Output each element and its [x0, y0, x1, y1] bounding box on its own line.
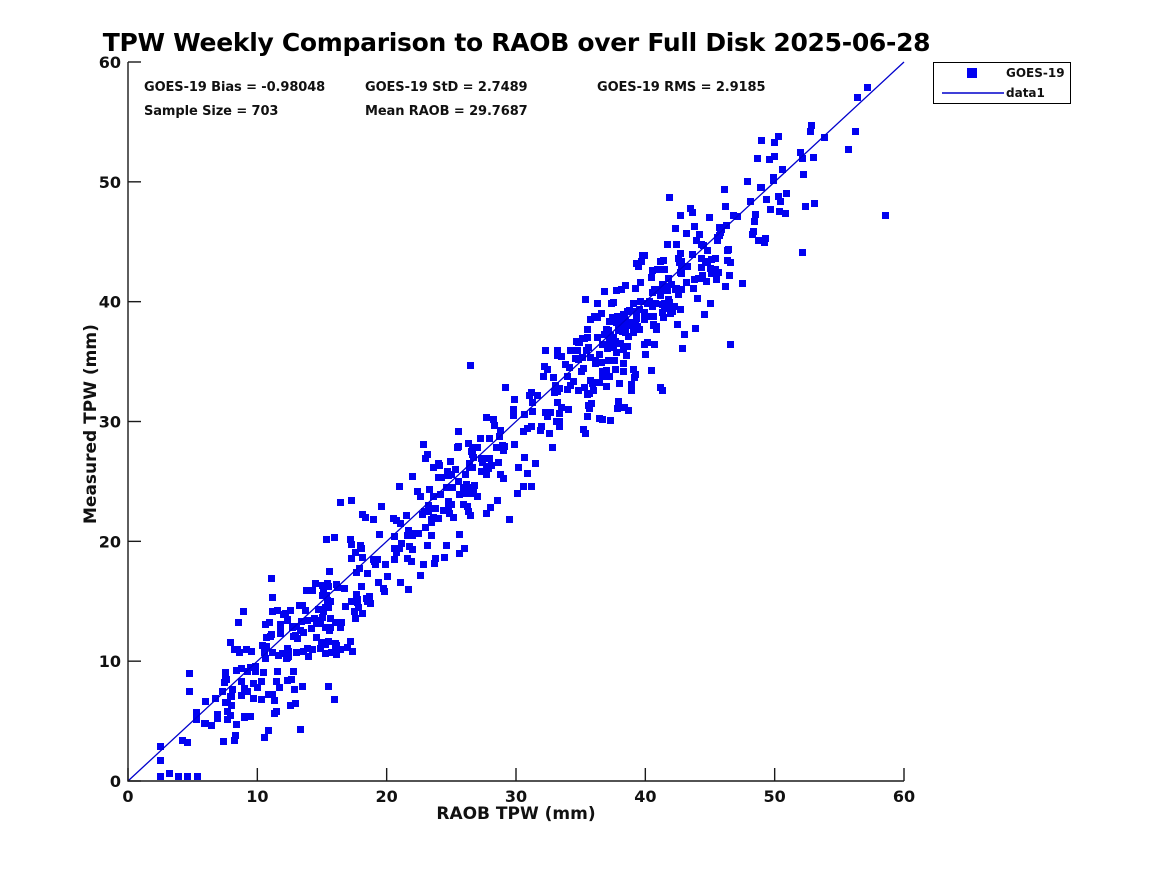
y-tick-label: 10 — [99, 652, 121, 671]
x-tick-label: 20 — [376, 787, 398, 806]
legend-square-marker-icon — [967, 68, 977, 78]
chart-title: TPW Weekly Comparison to RAOB over Full … — [102, 28, 931, 57]
x-tick-label: 50 — [764, 787, 786, 806]
stat-mean-raob: Mean RAOB = 29.7687 — [365, 104, 528, 119]
stat-rms: GOES-19 RMS = 2.9185 — [597, 80, 766, 95]
y-tick-label: 0 — [110, 772, 121, 791]
x-tick-label: 10 — [246, 787, 268, 806]
legend-label-data1: data1 — [1006, 86, 1045, 100]
scatter-series-goes19 — [157, 84, 889, 780]
legend: GOES-19 data1 — [933, 62, 1071, 104]
legend-item-goes19: GOES-19 — [934, 63, 1070, 83]
legend-item-data1: data1 — [934, 83, 1070, 103]
stat-sample-size: Sample Size = 703 — [144, 104, 279, 119]
x-axis-label: RAOB TPW (mm) — [436, 804, 596, 824]
y-tick-label: 60 — [99, 53, 121, 72]
x-tick-label: 30 — [505, 787, 527, 806]
tick-labels: 0 10 20 30 40 50 60 0 10 20 30 40 50 60 — [99, 53, 915, 806]
stat-bias: GOES-19 Bias = -0.98048 — [144, 80, 326, 95]
y-tick-label: 40 — [99, 293, 121, 312]
axes — [127, 61, 905, 782]
legend-label-goes19: GOES-19 — [1006, 66, 1065, 80]
legend-line-icon — [942, 92, 1004, 94]
y-axis-label: Measured TPW (mm) — [81, 324, 101, 524]
stat-std: GOES-19 StD = 2.7489 — [365, 80, 528, 95]
x-tick-label: 0 — [122, 787, 133, 806]
x-tick-label: 40 — [634, 787, 656, 806]
y-tick-label: 50 — [99, 173, 121, 192]
y-tick-label: 20 — [99, 532, 121, 551]
y-tick-label: 30 — [99, 413, 121, 432]
x-tick-label: 60 — [893, 787, 915, 806]
reference-line-data1 — [127, 61, 905, 782]
